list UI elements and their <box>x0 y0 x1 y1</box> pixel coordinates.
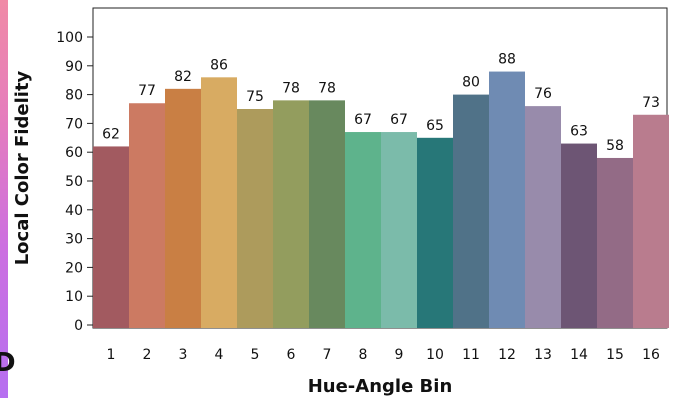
bar-7 <box>309 100 345 328</box>
data-label-9: 67 <box>390 112 408 128</box>
x-tick-label-16: 16 <box>642 347 660 363</box>
bar-12 <box>489 71 525 328</box>
bar-10 <box>417 137 453 328</box>
left-edge-gradient-strip <box>0 0 8 398</box>
bars-group <box>93 71 669 329</box>
bar-13 <box>525 106 561 329</box>
y-tick-label-30: 30 <box>65 232 83 248</box>
x-tick-label-9: 9 <box>395 347 404 363</box>
data-label-5: 75 <box>246 89 264 105</box>
y-tick-label-40: 40 <box>65 203 83 219</box>
x-tick-label-11: 11 <box>462 347 480 363</box>
bar-5 <box>237 109 273 328</box>
y-tick-label-90: 90 <box>65 59 83 75</box>
y-tick-label-60: 60 <box>65 145 83 161</box>
x-tick-label-2: 2 <box>143 347 152 363</box>
y-axis-title: Local Color Fidelity <box>12 70 33 265</box>
x-tick-label-13: 13 <box>534 347 552 363</box>
data-labels-group: 62 77 82 86 75 78 78 67 67 65 80 88 76 63 58 73 <box>102 52 660 154</box>
x-tick-label-6: 6 <box>287 347 296 363</box>
x-tick-label-5: 5 <box>251 347 260 363</box>
data-label-11: 80 <box>462 75 480 91</box>
data-label-7: 78 <box>318 80 336 96</box>
x-axis-title: Hue-Angle Bin <box>308 376 453 397</box>
bar-8 <box>345 132 381 328</box>
bar-14 <box>561 143 597 328</box>
y-tick-label-70: 70 <box>65 116 83 132</box>
data-label-6: 78 <box>282 80 300 96</box>
bar-3 <box>165 88 201 328</box>
bar-9 <box>381 132 417 328</box>
x-axis: 1 2 3 4 5 6 7 8 9 10 11 12 13 14 15 16 <box>107 347 660 363</box>
y-tick-label-10: 10 <box>65 289 83 305</box>
data-label-3: 82 <box>174 69 192 85</box>
data-label-16: 73 <box>642 95 660 111</box>
y-tick-label-20: 20 <box>65 260 83 276</box>
x-tick-label-4: 4 <box>215 347 224 363</box>
bar-11 <box>453 94 489 328</box>
x-tick-label-3: 3 <box>179 347 188 363</box>
data-label-15: 58 <box>606 138 624 154</box>
x-tick-label-1: 1 <box>107 347 116 363</box>
bar-15 <box>597 157 633 328</box>
data-label-12: 88 <box>498 52 516 68</box>
bar-1 <box>93 146 129 328</box>
data-label-13: 76 <box>534 86 552 102</box>
x-tick-label-15: 15 <box>606 347 624 363</box>
bar-2 <box>129 103 165 329</box>
y-tick-label-80: 80 <box>65 88 83 104</box>
x-tick-label-10: 10 <box>426 347 444 363</box>
x-tick-label-8: 8 <box>359 347 368 363</box>
y-tick-label-0: 0 <box>74 318 83 334</box>
data-label-4: 86 <box>210 57 228 73</box>
data-label-14: 63 <box>570 124 588 140</box>
data-label-1: 62 <box>102 126 120 142</box>
data-label-8: 67 <box>354 112 372 128</box>
bar-6 <box>273 100 309 328</box>
x-tick-label-7: 7 <box>323 347 332 363</box>
data-label-10: 65 <box>426 118 444 134</box>
x-tick-label-12: 12 <box>498 347 516 363</box>
y-tick-label-100: 100 <box>56 30 83 46</box>
bar-4 <box>201 77 237 328</box>
bar-16 <box>633 114 669 328</box>
data-label-2: 77 <box>138 83 156 99</box>
y-tick-label-50: 50 <box>65 174 83 190</box>
y-axis: 0 10 20 30 40 50 60 70 80 90 100 <box>56 30 93 334</box>
x-tick-label-14: 14 <box>570 347 588 363</box>
